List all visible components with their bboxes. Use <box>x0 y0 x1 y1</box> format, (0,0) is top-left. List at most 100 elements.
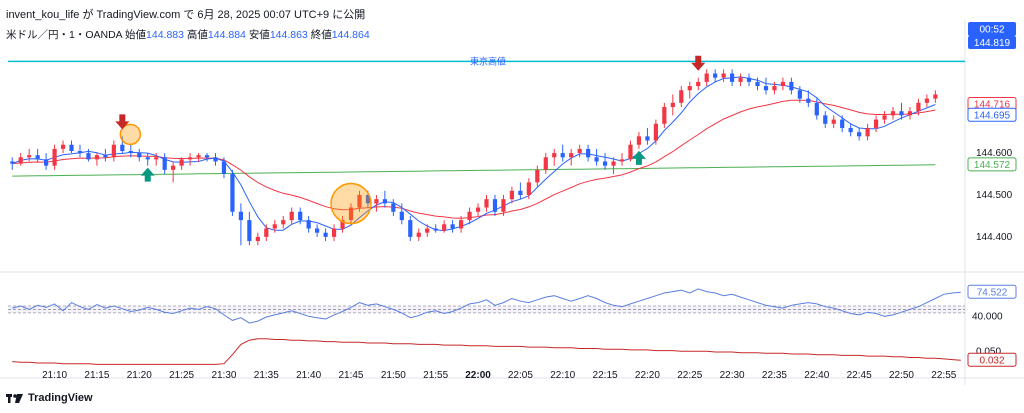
candle-body <box>501 199 506 212</box>
candle-body <box>552 153 557 158</box>
candle-body <box>730 73 735 82</box>
candle-body <box>492 199 498 212</box>
candle-body <box>560 153 565 158</box>
candle-body <box>526 182 531 195</box>
symbol-name[interactable]: 米ドル／円・1・OANDA <box>6 29 123 41</box>
grid <box>0 20 1024 385</box>
tokyo-high-label: 東京高値 <box>470 55 506 66</box>
ma-mid-line <box>12 99 936 219</box>
candle-body <box>340 220 345 229</box>
candle-body <box>289 211 294 221</box>
x-tick-label: 21:55 <box>423 370 448 381</box>
rsi-panel <box>8 288 965 324</box>
price-tag-label: 144.819 <box>974 38 1011 49</box>
candle-body <box>848 127 853 133</box>
candle-body <box>374 199 379 204</box>
candle-body <box>475 207 481 212</box>
candle-body <box>425 228 430 233</box>
x-tick-label: 21:50 <box>381 370 406 381</box>
candle-body <box>35 155 40 160</box>
highlight-circle <box>330 182 372 225</box>
candle-body <box>840 119 845 128</box>
candle-body <box>213 157 218 162</box>
candle-body <box>772 86 777 91</box>
footer: TradingView <box>6 392 93 404</box>
candle-body <box>120 144 125 151</box>
x-tick-label: 22:25 <box>677 370 702 381</box>
candle-body <box>458 220 464 229</box>
candle-body <box>315 228 320 233</box>
close-label: 終値 <box>310 29 332 41</box>
candle-body <box>323 232 328 237</box>
x-tick-label: 21:25 <box>169 370 194 381</box>
buy-arrow-icon <box>631 150 646 165</box>
time-box <box>968 22 1016 36</box>
candle-body <box>204 155 210 158</box>
signal-markers <box>115 55 706 225</box>
x-tick-label: 22:00 <box>465 370 491 381</box>
moving-averages <box>12 76 936 232</box>
rsi-line <box>12 288 961 324</box>
candle-body <box>933 94 938 99</box>
candle-body <box>103 155 108 158</box>
candle-body <box>408 220 413 237</box>
x-tick-label: 22:20 <box>635 370 660 381</box>
price-tag-label: 144.716 <box>974 100 1011 111</box>
candle-body <box>653 123 658 141</box>
candle-body <box>44 159 49 166</box>
high-value: 144.884 <box>207 29 246 41</box>
candle-body <box>145 157 150 160</box>
candles <box>10 69 938 246</box>
candle-body <box>247 220 252 242</box>
price-tag <box>967 157 1017 172</box>
footer-brand[interactable]: TradingView <box>28 392 93 404</box>
open-value: 144.883 <box>146 29 184 41</box>
candle-body <box>907 111 913 116</box>
candle-body <box>806 98 811 103</box>
time-axis: 21:10 21:15 21:20 21:25 21:30 21:35 21:40 21:45… <box>42 370 957 381</box>
candle-body <box>569 153 574 158</box>
candle-body <box>857 132 862 137</box>
candle-body <box>679 90 684 103</box>
candle-body <box>602 161 608 166</box>
close-value: 144.864 <box>331 29 370 41</box>
x-tick-label: 21:30 <box>211 370 236 381</box>
rsi-value-label: 74.522 <box>977 287 1008 298</box>
sell-arrow-icon <box>115 114 130 130</box>
x-tick-label: 21:15 <box>84 370 109 381</box>
candle-body <box>687 86 692 91</box>
candle-body <box>272 224 277 229</box>
candle-body <box>738 77 743 82</box>
candle-body <box>433 228 438 231</box>
candle-body <box>77 151 83 154</box>
candle-body <box>645 136 650 141</box>
candle-body <box>416 232 421 237</box>
candle-body <box>670 102 675 108</box>
x-tick-label: 22:50 <box>889 370 914 381</box>
candle-body <box>357 194 362 208</box>
candle-body <box>442 224 447 231</box>
candle-body <box>230 174 235 212</box>
x-tick-label: 21:10 <box>42 370 67 381</box>
x-tick-label: 22:30 <box>720 370 745 381</box>
rsi-band-fill <box>8 306 965 313</box>
candle-body <box>86 153 91 160</box>
rsi-tick-label: 40.000 <box>972 311 1003 322</box>
candle-body <box>255 236 260 242</box>
candle-body <box>264 228 269 237</box>
low-label: 安値 <box>248 29 270 41</box>
x-tick-label: 22:35 <box>762 370 787 381</box>
candle-body <box>882 115 887 120</box>
osc-value-tag <box>967 352 1017 367</box>
y-tick-label: 144.500 <box>976 190 1013 201</box>
oscillator-panel <box>12 338 961 365</box>
x-tick-label: 22:05 <box>508 370 533 381</box>
tokyo-high-line: 東京高値 <box>8 55 965 66</box>
oscillator-line <box>12 338 961 365</box>
candle-body <box>298 211 303 221</box>
candle-body <box>111 144 116 158</box>
candle-body <box>484 199 489 208</box>
candle-body <box>450 224 455 229</box>
sell-arrow-icon <box>691 55 706 71</box>
